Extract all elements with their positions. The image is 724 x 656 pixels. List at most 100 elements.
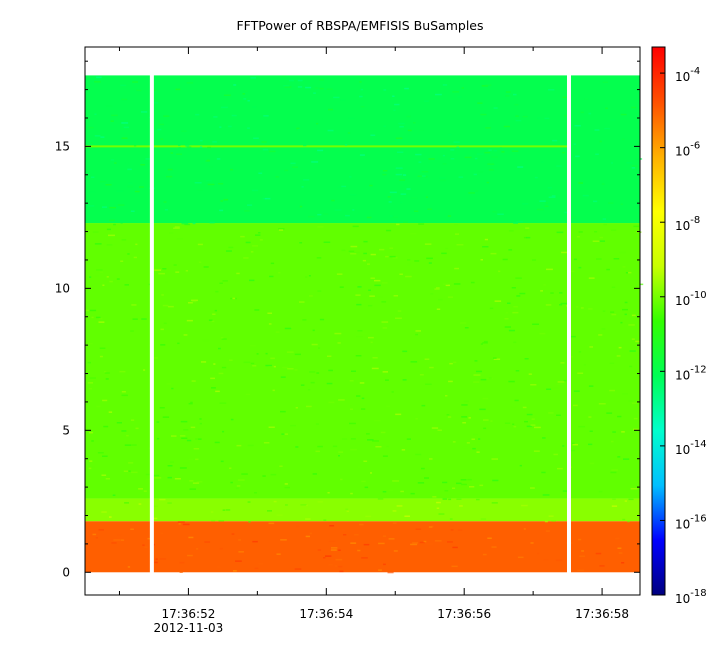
noise-speck [405, 275, 412, 278]
noise-speck [199, 418, 202, 420]
noise-speck [407, 263, 411, 266]
noise-speck [448, 380, 453, 383]
noise-speck [316, 122, 319, 125]
noise-speck [380, 431, 386, 434]
noise-speck [352, 209, 355, 211]
noise-speck [258, 232, 261, 234]
noise-speck [120, 84, 127, 87]
noise-speck [162, 416, 170, 418]
noise-speck [356, 395, 361, 397]
noise-speck [522, 406, 527, 409]
noise-speck [588, 416, 592, 418]
noise-speck [195, 458, 199, 461]
noise-speck [243, 257, 249, 259]
y-tick-label: 15 [55, 139, 70, 153]
noise-speck [133, 145, 137, 147]
noise-speck [473, 433, 478, 436]
noise-speck [493, 357, 497, 359]
noise-speck [610, 119, 616, 121]
noise-speck [552, 139, 558, 142]
noise-speck [536, 208, 544, 211]
noise-speck [370, 253, 376, 256]
noise-speck [91, 176, 95, 178]
noise-speck [449, 525, 454, 527]
noise-speck [116, 190, 124, 192]
noise-speck [570, 335, 576, 338]
noise-speck [594, 231, 598, 233]
noise-speck [109, 206, 116, 209]
noise-speck [163, 115, 170, 117]
noise-speck [130, 419, 135, 421]
noise-speck [294, 353, 301, 356]
noise-speck [618, 552, 623, 554]
noise-speck [351, 370, 356, 372]
noise-speck [299, 301, 305, 303]
noise-speck [155, 558, 158, 560]
noise-speck [210, 377, 215, 380]
noise-speck [333, 96, 340, 99]
noise-speck [467, 478, 472, 481]
noise-speck [493, 107, 498, 109]
noise-speck [263, 442, 270, 444]
data-gap-0 [149, 74, 154, 574]
noise-speck [286, 351, 294, 353]
noise-speck [323, 519, 327, 521]
noise-speck [283, 433, 288, 435]
noise-speck [444, 490, 449, 492]
noise-speck [442, 498, 448, 500]
noise-speck [482, 342, 488, 344]
noise-speck [123, 470, 129, 472]
noise-speck [578, 182, 583, 184]
noise-speck [244, 90, 248, 92]
noise-speck [167, 502, 172, 504]
noise-speck [103, 425, 109, 428]
noise-speck [447, 296, 453, 298]
noise-speck [588, 443, 593, 446]
noise-speck [346, 510, 350, 513]
noise-speck [167, 305, 174, 308]
noise-speck [98, 529, 104, 531]
noise-speck [350, 448, 357, 451]
noise-speck [382, 173, 387, 176]
noise-speck [360, 88, 364, 91]
noise-speck [297, 79, 303, 82]
noise-speck [301, 186, 304, 188]
noise-speck [95, 537, 98, 539]
noise-speck [578, 266, 582, 269]
noise-speck [578, 231, 583, 233]
noise-speck [383, 89, 387, 91]
noise-speck [247, 100, 250, 102]
noise-speck [631, 167, 636, 169]
noise-speck [548, 196, 556, 198]
noise-speck [228, 246, 234, 249]
noise-speck [456, 498, 462, 500]
noise-speck [530, 384, 537, 386]
noise-speck [488, 169, 494, 171]
noise-speck [606, 268, 610, 271]
noise-speck [328, 540, 336, 542]
noise-speck [356, 303, 362, 306]
noise-speck [613, 258, 620, 260]
noise-speck [167, 465, 173, 467]
noise-speck [214, 309, 217, 312]
noise-speck [608, 202, 614, 204]
noise-speck [101, 474, 107, 476]
noise-speck [625, 272, 628, 274]
noise-speck [482, 397, 489, 400]
noise-speck [622, 266, 626, 268]
noise-speck [415, 333, 418, 336]
noise-speck [382, 371, 388, 373]
noise-speck [308, 215, 315, 218]
noise-speck [272, 365, 276, 368]
noise-speck [312, 329, 315, 332]
noise-speck [359, 523, 364, 526]
noise-speck [547, 187, 553, 189]
noise-speck [622, 308, 628, 311]
noise-speck [370, 341, 373, 344]
noise-speck [497, 213, 504, 215]
noise-speck [138, 503, 142, 505]
noise-speck [413, 122, 416, 124]
noise-speck [476, 153, 484, 155]
noise-speck [544, 117, 550, 120]
noise-speck [141, 318, 147, 320]
